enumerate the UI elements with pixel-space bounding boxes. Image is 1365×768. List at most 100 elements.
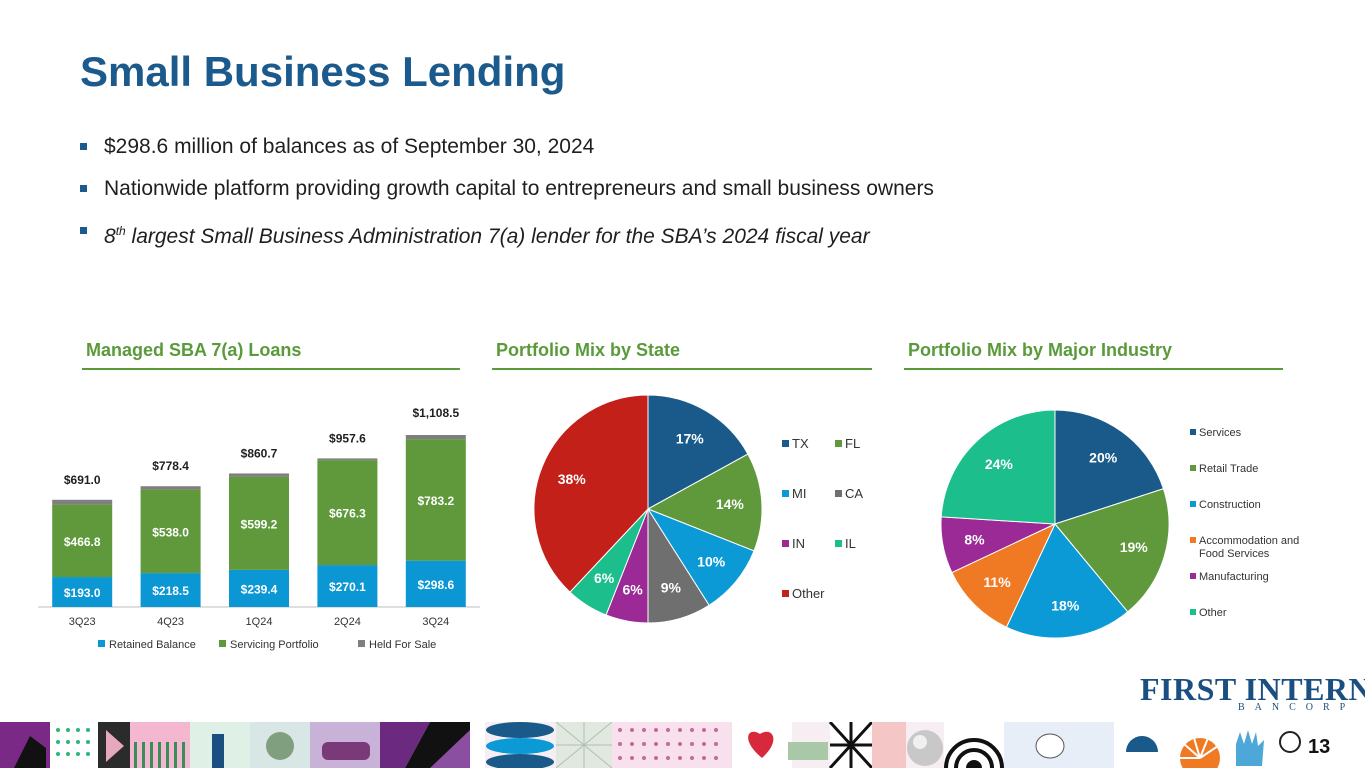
bar-segment <box>52 499 113 505</box>
bar-segment <box>405 439 466 561</box>
legend-swatch <box>1190 573 1196 579</box>
pie-slice <box>1005 523 1129 639</box>
state-pie-chart: 17% 14% 10% 9% 6% 6% 38% TX FL MI CA IN IL Other <box>533 395 863 624</box>
bar-segment <box>229 569 289 607</box>
logo-subtitle: BANCORP <box>1238 702 1356 713</box>
data-label: $538.0 <box>152 525 189 539</box>
bullet-marker <box>80 143 87 150</box>
data-label: $21.9 <box>156 472 186 486</box>
legend-label: CA <box>845 486 863 501</box>
section-header-industry: Portfolio Mix by Major Industry <box>904 340 1283 370</box>
data-label: $466.8 <box>64 535 101 549</box>
slice-label: 10% <box>697 553 726 569</box>
industry-pie-chart: 20% 19% 18% 11% 8% 24% Services Retail Trade Con… <box>940 409 1299 639</box>
legend-label: Held For Sale <box>369 639 436 651</box>
legend-swatch <box>782 440 789 447</box>
total-label: $1,108.5 <box>412 406 459 420</box>
legend-label: Retail Trade <box>1199 463 1258 475</box>
x-tick-label: 3Q24 <box>422 616 449 628</box>
legend-label: Construction <box>1199 499 1261 511</box>
decorative-footer-strip <box>0 722 1365 768</box>
section-title: Portfolio Mix by Major Industry <box>908 340 1173 360</box>
x-tick-label: 1Q24 <box>246 616 273 628</box>
legend-swatch <box>782 540 789 547</box>
total-label: $778.4 <box>152 459 189 473</box>
bar-segment <box>405 435 466 440</box>
bullet-text-rank: 8 <box>104 225 116 248</box>
bullet-text-superscript: th <box>115 224 126 238</box>
legend-swatch <box>219 640 226 647</box>
bullet-item: Nationwide platform providing growth cap… <box>80 176 934 218</box>
legend-label: Accommodation and <box>1199 535 1299 547</box>
pie-slice <box>533 395 649 593</box>
pie-slice <box>647 395 749 510</box>
slice-label: 14% <box>716 496 745 512</box>
bar-segment <box>140 573 201 607</box>
legend-label: IL <box>845 536 856 551</box>
logo-wordmark: FIRST INTERNET <box>1140 671 1365 707</box>
slice-label: 8% <box>964 531 985 547</box>
bar-segment <box>229 473 289 477</box>
data-label: $31.2 <box>67 486 97 500</box>
slice-label: 9% <box>661 580 682 596</box>
bar-segment <box>317 565 378 607</box>
slice-label: 11% <box>983 574 1011 590</box>
data-label: $193.0 <box>64 586 101 600</box>
legend-label: Services <box>1199 427 1242 439</box>
legend-swatch <box>782 490 789 497</box>
bar-segment <box>317 458 378 461</box>
legend-swatch <box>1190 501 1196 507</box>
section-header-loans: Managed SBA 7(a) Loans <box>82 340 460 370</box>
x-tick-label: 4Q23 <box>157 616 184 628</box>
bar-segment <box>405 560 466 607</box>
total-label: $860.7 <box>241 446 278 460</box>
data-label: $676.3 <box>329 507 366 521</box>
data-label: $270.1 <box>329 580 366 594</box>
legend-swatch <box>1190 609 1196 615</box>
slice-label: 18% <box>1051 597 1080 613</box>
bullet-text: $298.6 million of balances as of Septemb… <box>104 135 595 158</box>
section-header-state: Portfolio Mix by State <box>492 340 872 370</box>
legend-swatch <box>782 590 789 597</box>
legend-swatch <box>835 490 842 497</box>
slice-label: 6% <box>594 570 615 586</box>
bar-segment <box>317 460 378 566</box>
legend-label: TX <box>792 436 809 451</box>
page-number: 13 <box>1308 736 1331 758</box>
legend-swatch <box>1190 429 1196 435</box>
total-label: $957.6 <box>329 431 366 445</box>
legend-label: Food Services <box>1199 548 1270 560</box>
bullet-list: $298.6 million of balances as of Septemb… <box>80 134 934 260</box>
data-label: $22.1 <box>244 459 274 473</box>
legend-swatch <box>98 640 105 647</box>
bullet-marker <box>80 185 87 192</box>
slice-label: 6% <box>623 582 644 598</box>
slice-label: 24% <box>985 456 1014 472</box>
legend-swatch <box>1190 537 1196 543</box>
bar-segment <box>140 486 201 490</box>
bullet-item: $298.6 million of balances as of Septemb… <box>80 134 934 176</box>
legend-label: Other <box>792 586 825 601</box>
data-label: $26.7 <box>421 421 451 435</box>
legend-swatch <box>835 540 842 547</box>
x-tick-label: 3Q23 <box>69 616 96 628</box>
legend-label: Other <box>1199 607 1227 619</box>
pie-slice <box>1054 409 1165 525</box>
bar-segment <box>140 489 201 574</box>
slice-label: 20% <box>1089 450 1118 466</box>
legend-swatch <box>835 440 842 447</box>
data-label: $783.2 <box>417 494 454 508</box>
legend-label: MI <box>792 486 806 501</box>
bullet-item: 8th largest Small Business Administratio… <box>80 218 934 260</box>
pie-slice <box>646 507 755 606</box>
page-title: Small Business Lending <box>80 48 566 95</box>
pie-slice <box>940 409 1056 525</box>
legend-swatch <box>1190 465 1196 471</box>
legend-label: Servicing Portfolio <box>230 639 319 651</box>
bar-segment <box>229 476 289 570</box>
bar-segment <box>52 504 113 578</box>
section-title: Managed SBA 7(a) Loans <box>86 340 302 360</box>
pie-slice <box>1054 488 1170 613</box>
data-label: $239.4 <box>241 582 278 596</box>
slice-label: 19% <box>1120 539 1149 555</box>
